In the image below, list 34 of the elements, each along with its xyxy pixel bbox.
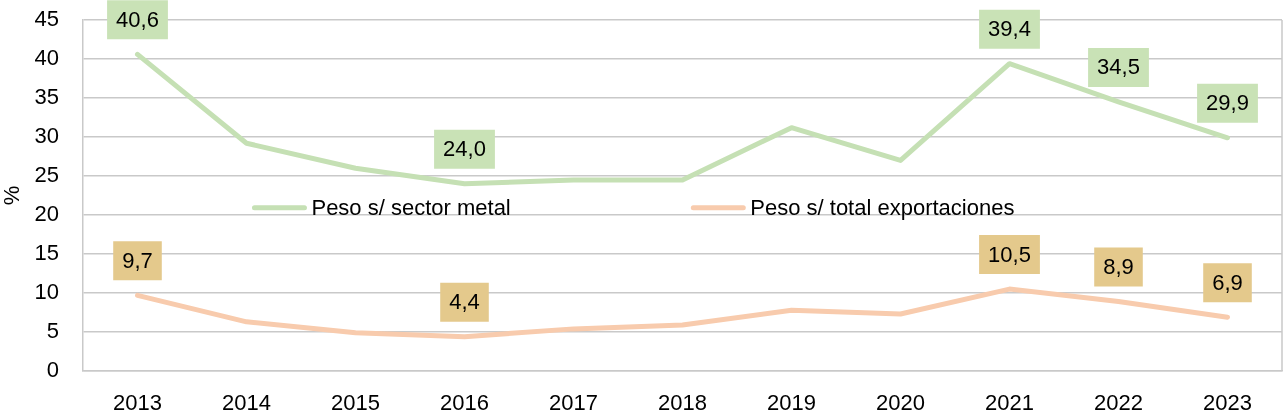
data-label: 10,5 xyxy=(988,241,1031,267)
x-tick-label: 2019 xyxy=(767,390,816,416)
x-tick-label: 2021 xyxy=(985,390,1034,416)
x-tick-label: 2018 xyxy=(658,390,707,416)
x-tick-label: 2020 xyxy=(876,390,925,416)
x-tick-label: 2016 xyxy=(440,390,489,416)
data-label: 8,9 xyxy=(1103,254,1134,280)
legend-label: Peso s/ total exportaciones xyxy=(750,194,1015,220)
data-label: 29,9 xyxy=(1206,90,1249,116)
x-tick-label: 2015 xyxy=(331,390,380,416)
y-tick-label: 5 xyxy=(46,318,59,344)
x-tick-label: 2023 xyxy=(1203,390,1252,416)
data-label: 6,9 xyxy=(1212,269,1243,295)
data-label: 39,4 xyxy=(988,16,1031,42)
x-tick-label: 2013 xyxy=(113,390,162,416)
x-tick-label: 2017 xyxy=(549,390,598,416)
y-tick-label: 40 xyxy=(34,45,59,71)
data-label: 4,4 xyxy=(449,289,480,315)
y-axis-title: % xyxy=(0,185,25,206)
y-tick-label: 10 xyxy=(34,279,59,305)
y-tick-label: 25 xyxy=(34,162,59,188)
legend-label: Peso s/ sector metal xyxy=(311,194,511,220)
y-tick-label: 0 xyxy=(46,357,59,383)
y-tick-label: 20 xyxy=(34,201,59,227)
y-tick-label: 15 xyxy=(34,240,59,266)
y-tick-label: 45 xyxy=(34,6,59,32)
data-label: 40,6 xyxy=(116,6,159,32)
data-label: 9,7 xyxy=(122,247,153,273)
x-tick-label: 2014 xyxy=(222,390,271,416)
y-tick-label: 30 xyxy=(34,123,59,149)
data-label: 24,0 xyxy=(443,136,486,162)
y-tick-label: 35 xyxy=(34,84,59,110)
data-label: 34,5 xyxy=(1097,54,1140,80)
x-tick-label: 2022 xyxy=(1094,390,1143,416)
